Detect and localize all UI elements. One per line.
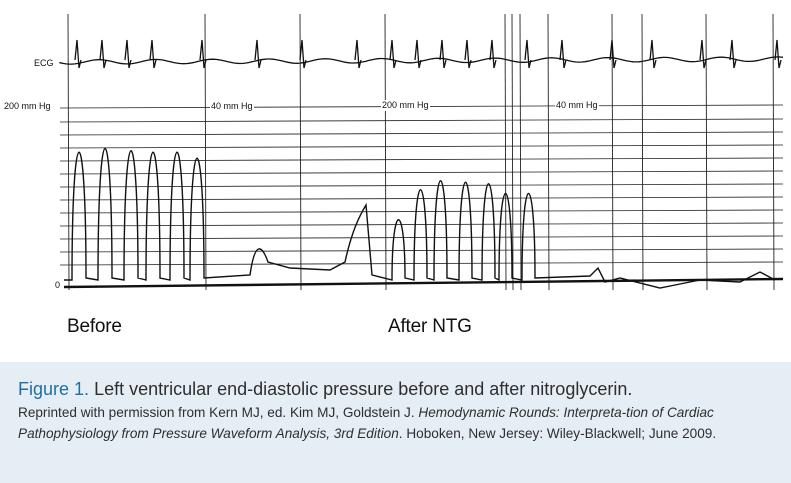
- before-label: Before: [67, 316, 122, 337]
- grid-line: [59, 131, 784, 136]
- grid-line: [59, 248, 784, 253]
- credit-suffix: . Hoboken, New Jersey: Wiley-Blackwell; …: [398, 426, 717, 441]
- after-ntg-label: After NTG: [388, 316, 472, 337]
- timing-line: [384, 13, 387, 291]
- caption-title: Figure 1. Left ventricular end-diastolic…: [18, 378, 773, 400]
- timing-line: [641, 13, 644, 291]
- scale-200-left-label: 200 mm Hg: [3, 101, 52, 112]
- grid-line: [59, 118, 784, 123]
- scale-40-first-label: 40 mm Hg: [210, 101, 254, 112]
- timing-line: [504, 13, 507, 291]
- grid-line: [59, 144, 784, 149]
- lv-pressure-trace: [64, 147, 776, 289]
- grid-line: [59, 235, 784, 240]
- timing-line: [547, 13, 550, 291]
- zero-baseline: [63, 277, 784, 289]
- timing-line: [772, 13, 775, 291]
- timing-line: [67, 13, 70, 291]
- figure-number: Figure 1.: [18, 379, 90, 399]
- timing-line: [611, 13, 614, 291]
- grid-line: [59, 157, 784, 162]
- pressure-tracing: [59, 13, 784, 291]
- grid-lines: [59, 104, 784, 266]
- grid-line: [59, 209, 784, 214]
- timing-line: [511, 13, 514, 291]
- timing-lines: [67, 13, 775, 291]
- grid-line: [59, 183, 784, 188]
- ecg-label: ECG: [33, 58, 55, 69]
- timing-line: [204, 13, 207, 291]
- book-title: Hemodynamic Rounds: Interpreta-tion of C…: [18, 405, 714, 441]
- grid-line: [59, 196, 784, 201]
- caption-title-text: Left ventricular end-diastolic pressure …: [94, 379, 633, 399]
- grid-line: [59, 222, 784, 227]
- timing-line: [705, 13, 708, 291]
- ecg-trace: [59, 39, 784, 69]
- credit-prefix: Reprinted with permission from Kern MJ, …: [18, 405, 415, 420]
- grid-line: [59, 170, 784, 175]
- scale-200-mid-label: 200 mm Hg: [381, 100, 430, 111]
- grid-line: [59, 261, 784, 266]
- scale-40-second-label: 40 mm Hg: [555, 100, 599, 111]
- timing-line: [519, 13, 522, 291]
- figure-caption: Figure 1. Left ventricular end-diastolic…: [0, 362, 791, 483]
- caption-credit: Reprinted with permission from Kern MJ, …: [18, 402, 773, 444]
- zero-label: 0: [54, 280, 62, 291]
